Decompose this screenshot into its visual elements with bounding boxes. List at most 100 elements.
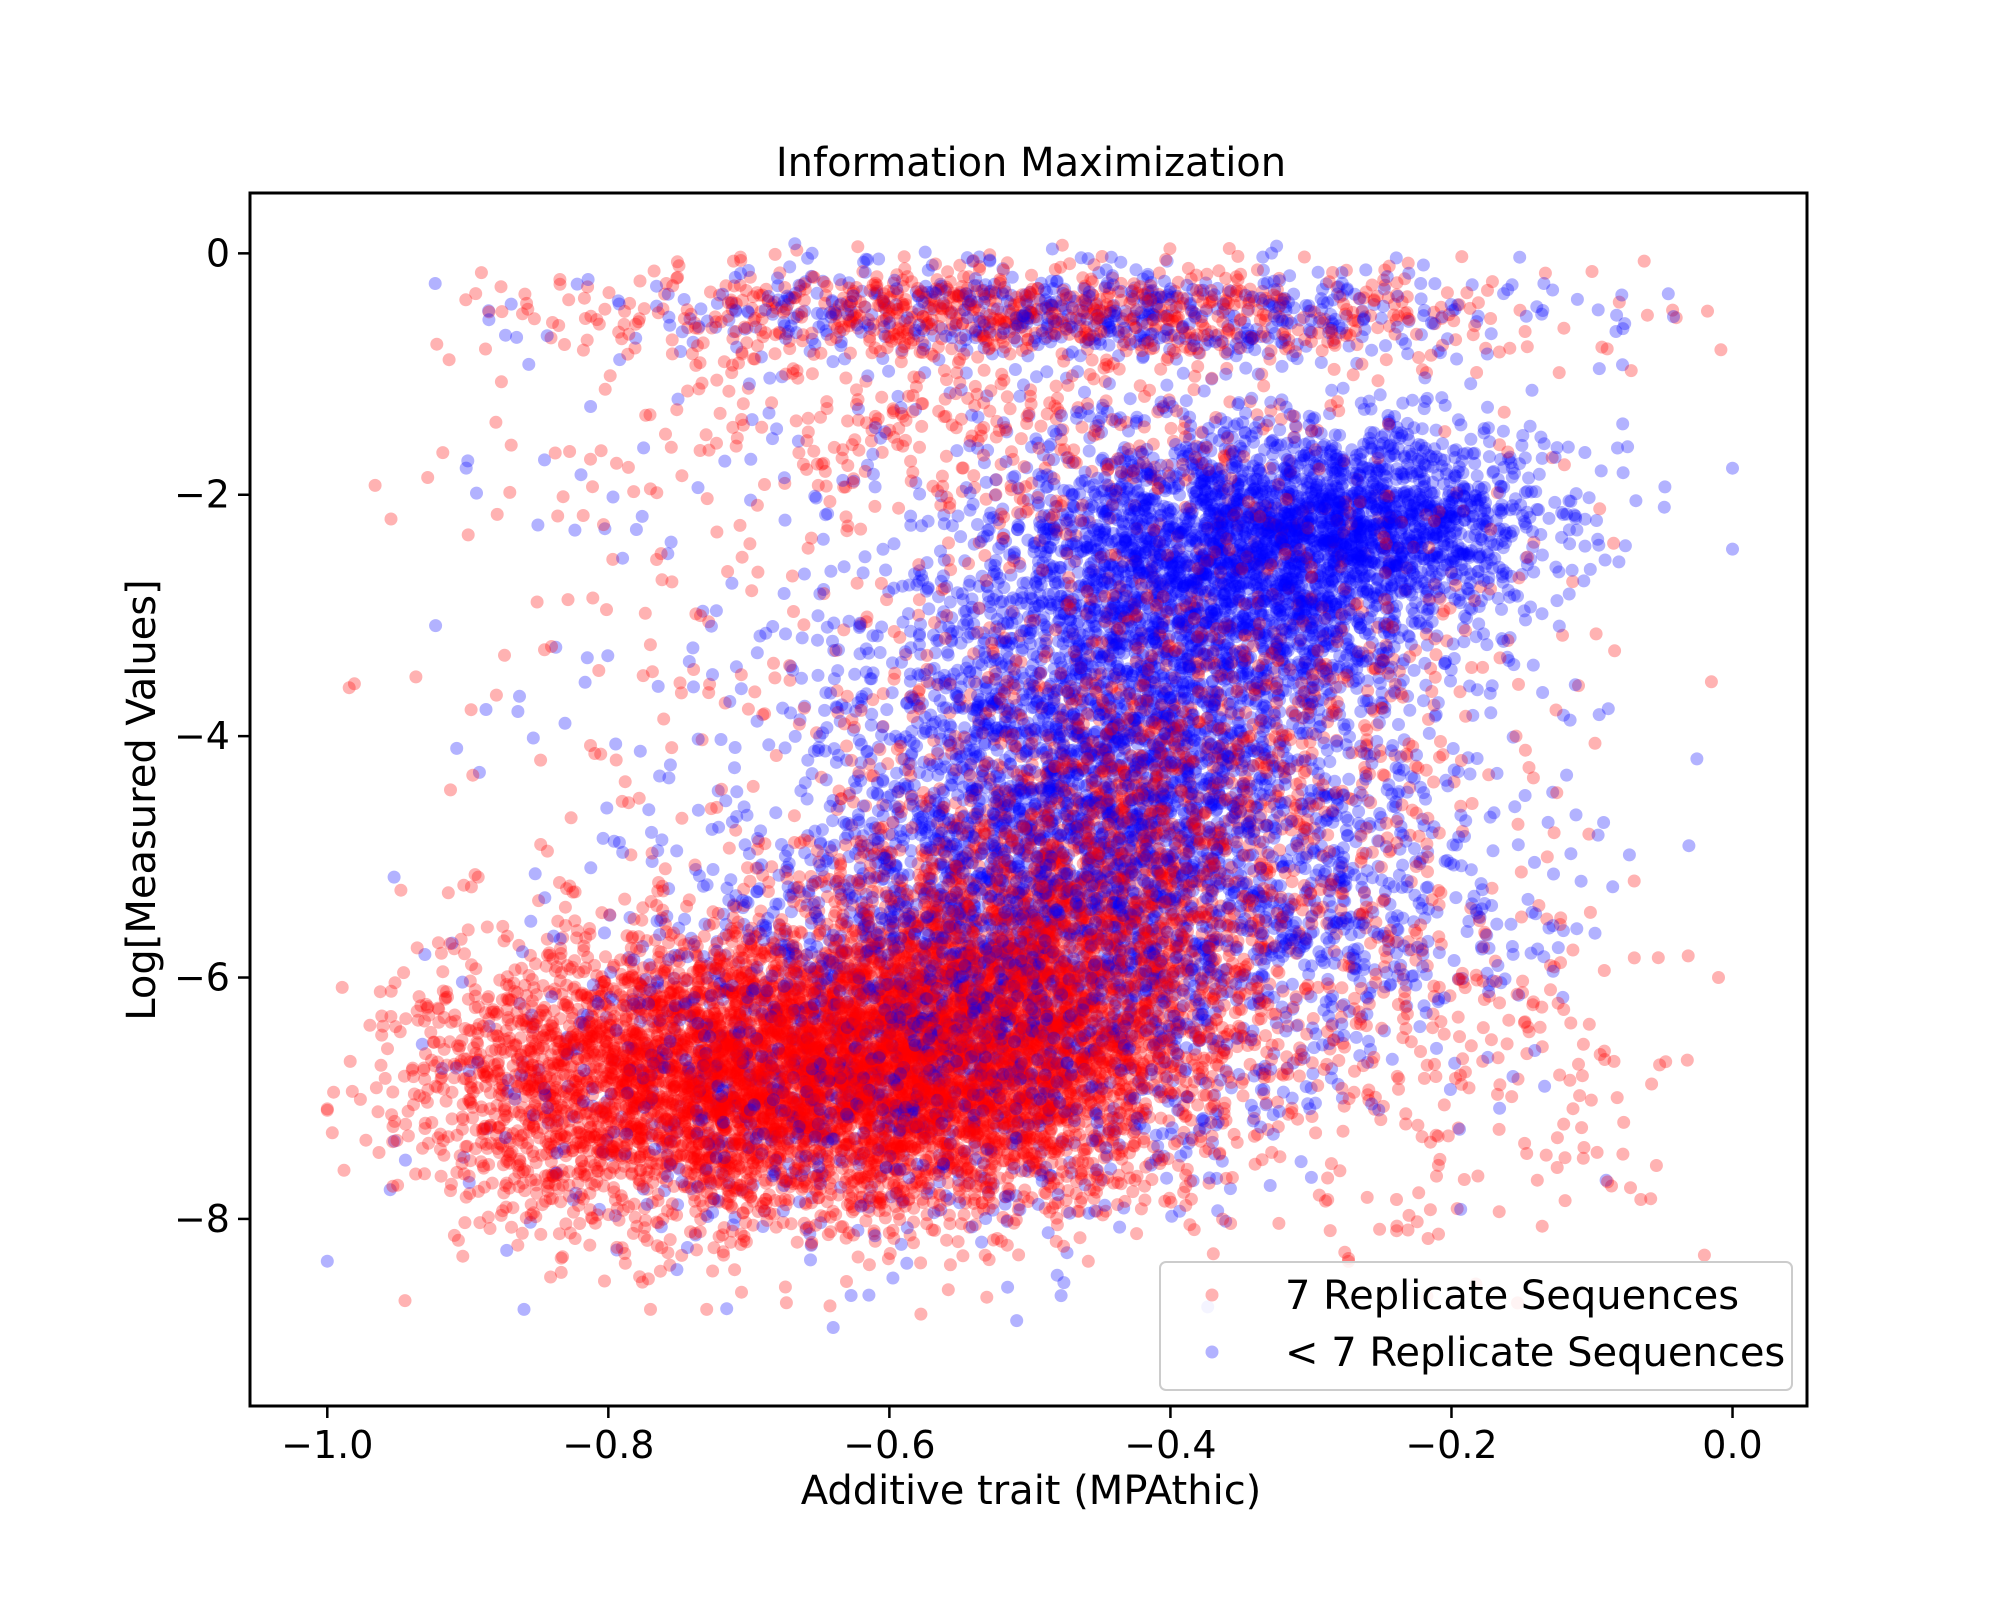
scatter-point [1309,1126,1323,1140]
scatter-point [937,517,951,531]
scatter-point [864,752,878,766]
scatter-point [1386,530,1400,544]
scatter-point [1391,787,1405,801]
scatter-point [650,899,664,912]
scatter-point [750,646,764,660]
scatter-point [429,619,443,633]
scatter-point [1140,1082,1154,1095]
scatter-point [1020,821,1034,834]
scatter-point [1553,1068,1567,1082]
scatter-point [1557,1117,1571,1131]
scatter-point [917,1125,931,1139]
scatter-point [609,737,623,751]
scatter-point [1024,303,1038,317]
scatter-point [1174,899,1188,913]
scatter-point [1085,1016,1099,1030]
scatter-point [1056,1006,1070,1019]
scatter-point [932,1085,946,1099]
scatter-point [1170,616,1184,630]
scatter-point [724,1066,738,1080]
scatter-point [1092,881,1106,895]
scatter-point [558,338,571,351]
scatter-point [1649,1159,1663,1172]
scatter-point [986,1203,1000,1217]
scatter-point [1552,366,1566,380]
scatter-point [1291,459,1304,473]
scatter-point [435,1070,449,1084]
scatter-point [840,295,854,309]
scatter-point [1062,634,1076,648]
scatter-point [538,453,551,467]
scatter-point [1354,495,1368,509]
scatter-point [971,1151,985,1165]
scatter-point [1267,922,1281,935]
scatter-point [918,986,932,999]
scatter-point [1328,312,1342,326]
scatter-point [1298,824,1312,838]
scatter-point [868,981,882,995]
scatter-point [1550,594,1564,608]
scatter-point [1451,1010,1465,1024]
scatter-point [788,836,801,849]
scatter-point [1135,755,1149,769]
scatter-point [959,1088,973,1102]
scatter-point [758,1042,772,1056]
scatter-point [1262,903,1276,917]
scatter-point [904,844,918,858]
scatter-point [444,1177,458,1191]
scatter-point [868,480,882,494]
scatter-point [1065,782,1079,796]
scatter-point [1108,941,1122,955]
scatter-point [389,1020,403,1034]
scatter-point [986,846,1000,860]
scatter-point [974,1169,988,1183]
scatter-point [372,1146,386,1159]
scatter-point [1359,285,1373,299]
scatter-point [598,1274,611,1288]
scatter-point [979,676,993,690]
scatter-point [699,1015,713,1029]
scatter-point [1243,741,1257,755]
scatter-point [1269,580,1283,593]
scatter-point [621,460,635,474]
scatter-point [876,1094,890,1108]
scatter-point [1036,989,1050,1003]
scatter-point [1109,306,1123,320]
scatter-point [969,1117,983,1131]
scatter-point [1466,708,1480,722]
scatter-point [1544,983,1557,997]
scatter-point [464,1096,478,1110]
scatter-point [984,1142,998,1156]
scatter-point [1322,503,1336,517]
scatter-point [715,1064,729,1078]
scatter-point [875,1144,889,1158]
scatter-point [1142,1030,1156,1044]
scatter-point [1160,1171,1174,1185]
scatter-point [1481,400,1494,414]
scatter-point [816,532,830,546]
scatter-point [1217,1043,1231,1057]
scatter-point [939,895,953,909]
scatter-point [846,1006,860,1020]
scatter-point [934,277,947,291]
scatter-point [1226,759,1239,773]
scatter-point [526,1145,540,1159]
scatter-point [853,911,867,925]
scatter-point [1037,803,1051,817]
scatter-point [1325,639,1339,653]
scatter-point [773,1163,787,1177]
scatter-point [1012,520,1026,534]
scatter-point [409,1167,423,1181]
scatter-point [1031,805,1045,819]
scatter-point [931,1132,945,1146]
scatter-point [999,886,1013,899]
scatter-point [1126,1088,1140,1102]
scatter-point [765,298,779,312]
scatter-point [878,1141,892,1155]
scatter-point [1177,874,1191,888]
scatter-point [1106,271,1120,285]
scatter-point [1375,686,1389,700]
scatter-point [646,1098,660,1112]
scatter-point [1218,814,1232,828]
scatter-point [1420,619,1434,633]
